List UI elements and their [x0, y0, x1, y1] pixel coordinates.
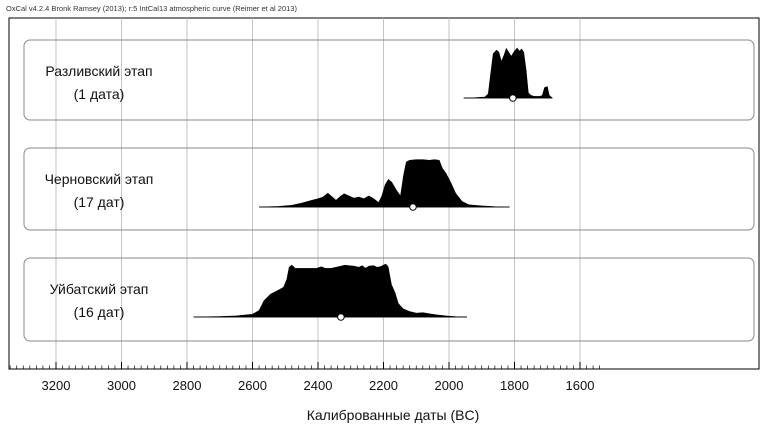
median-marker — [409, 203, 417, 211]
phase-group-1: Разливский этап (1 дата) — [23, 39, 755, 121]
phase-group-2: Черновский этап (17 дат) — [23, 147, 755, 231]
phase-date-count: (16 дат) — [74, 304, 125, 320]
probability-distribution — [259, 159, 510, 208]
phase-label: Черновский этап — [45, 171, 154, 187]
groups-layer: Разливский этап (1 дата) Черновский этап (1… — [23, 39, 755, 342]
phase-date-count: (1 дата) — [74, 86, 125, 102]
phase-box — [23, 257, 755, 342]
tick-label-2000: 2000 — [435, 378, 464, 393]
phase-box — [23, 39, 755, 121]
probability-distribution — [193, 263, 468, 318]
x-axis: 3200 3000 2800 2600 2400 2200 2000 1800 1600 — [9, 362, 601, 393]
tick-label-3000: 3000 — [107, 378, 136, 393]
phase-group-3: Уйбатский этап (16 дат) — [23, 257, 755, 342]
phase-label: Уйбатский этап — [50, 281, 149, 297]
phase-label: Разливский этап — [45, 63, 152, 79]
tick-label-1800: 1800 — [500, 378, 529, 393]
tick-label-1600: 1600 — [566, 378, 595, 393]
median-marker — [509, 94, 517, 102]
phase-date-count: (17 дат) — [74, 194, 125, 210]
x-axis-label: Калиброванные даты (BC) — [307, 407, 480, 423]
tick-label-2400: 2400 — [304, 378, 333, 393]
median-marker — [337, 313, 345, 321]
tick-label-3200: 3200 — [42, 378, 71, 393]
phase-box — [23, 147, 755, 231]
chart-header: OxCal v4.2.4 Bronk Ramsey (2013); r:5 In… — [6, 4, 297, 13]
tick-label-2200: 2200 — [369, 378, 398, 393]
probability-distribution — [463, 47, 554, 99]
tick-label-2600: 2600 — [238, 378, 267, 393]
tick-label-2800: 2800 — [173, 378, 202, 393]
